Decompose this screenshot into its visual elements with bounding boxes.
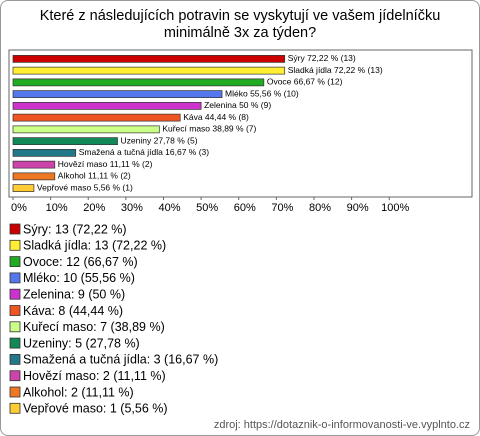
bar [12, 160, 56, 169]
bar [12, 66, 286, 75]
bar-label: Zelenina 50 % (9) [204, 100, 271, 110]
bar-label: Sladká jídla 72,22 % (13) [288, 65, 383, 75]
bar [12, 113, 181, 122]
legend-swatch [9, 223, 21, 235]
legend-label: Smažená a tučná jídla: 3 (16,67 %) [23, 353, 218, 367]
legend-label: Hovězí maso: 2 (11,11 %) [23, 369, 166, 383]
x-tick-label: 100% [381, 202, 409, 214]
bar [12, 184, 35, 192]
bar [12, 102, 202, 110]
x-tick-label: 80% [309, 202, 331, 214]
legend-swatch [9, 305, 21, 316]
bar [12, 78, 265, 87]
legend-label: Alkohol: 2 (11,11 %) [23, 385, 134, 399]
bar-label: Ovoce 66,67 % (12) [267, 77, 343, 87]
bar [12, 55, 286, 63]
legend-label: Uzeniny: 5 (27,78 %) [23, 336, 140, 350]
bar [12, 149, 77, 157]
bar-label: Smažená a tučná jídla 16,67 % (3) [79, 147, 210, 157]
x-tick-label: 0% [11, 202, 27, 214]
legend-swatch [9, 272, 21, 284]
legend-label: Mléko: 10 (55,56 %) [23, 271, 135, 285]
legend-label: Sladká jídla: 13 (72,22 %) [23, 239, 166, 253]
x-tick-label: 70% [271, 202, 293, 214]
legend-swatch [9, 321, 21, 333]
x-tick-label: 90% [347, 202, 369, 214]
x-tick-label: 20% [83, 202, 105, 214]
x-tick-label: 50% [196, 202, 218, 214]
legend-label: Zelenina: 9 (50 %) [23, 287, 125, 301]
bar [12, 172, 56, 181]
bar-label: Vepřové maso 5,56 % (1) [37, 182, 133, 192]
bar-label: Mléko 55,56 % (10) [225, 88, 299, 98]
legend-swatch [9, 370, 21, 382]
bar [12, 125, 160, 134]
legend-swatch [9, 386, 21, 398]
legend-label: Kuřecí maso: 7 (38,89 %) [23, 320, 165, 334]
x-tick-label: 30% [121, 202, 143, 214]
bar [12, 137, 118, 145]
x-tick-label: 60% [234, 202, 256, 214]
bar-label: Uzeniny 27,78 % (5) [121, 135, 198, 145]
plot-frame [8, 49, 473, 198]
x-tick-label: 10% [46, 202, 68, 214]
legend-swatch [9, 256, 21, 268]
bar-label: Alkohol 11,11 % (2) [58, 171, 131, 181]
legend-swatch [9, 353, 21, 365]
bar [12, 90, 223, 98]
bar-label: Kuřecí maso 38,89 % (7) [162, 124, 256, 134]
bar-label: Sýry 72,22 % (13) [288, 53, 356, 63]
legend-label: Káva: 8 (44,44 %) [23, 304, 123, 318]
x-tick-label: 40% [158, 202, 180, 214]
legend-label: Sýry: 13 (72,22 %) [23, 222, 127, 236]
legend-swatch [9, 337, 21, 349]
bar-label: Hovězí maso 11,11 % (2) [58, 159, 153, 169]
legend-swatch [9, 239, 21, 251]
legend-swatch [9, 288, 21, 300]
legend-swatch [9, 402, 21, 414]
source-note: zdroj: https://dotaznik-o-informovanosti… [214, 419, 470, 431]
chart-title: Které z následujících potravin se vyskyt… [39, 8, 441, 41]
bar-label: Káva 44,44 % (8) [183, 112, 249, 122]
legend-label: Ovoce: 12 (66,67 %) [23, 255, 138, 269]
legend-label: Vepřové maso: 1 (5,56 %) [23, 402, 168, 416]
